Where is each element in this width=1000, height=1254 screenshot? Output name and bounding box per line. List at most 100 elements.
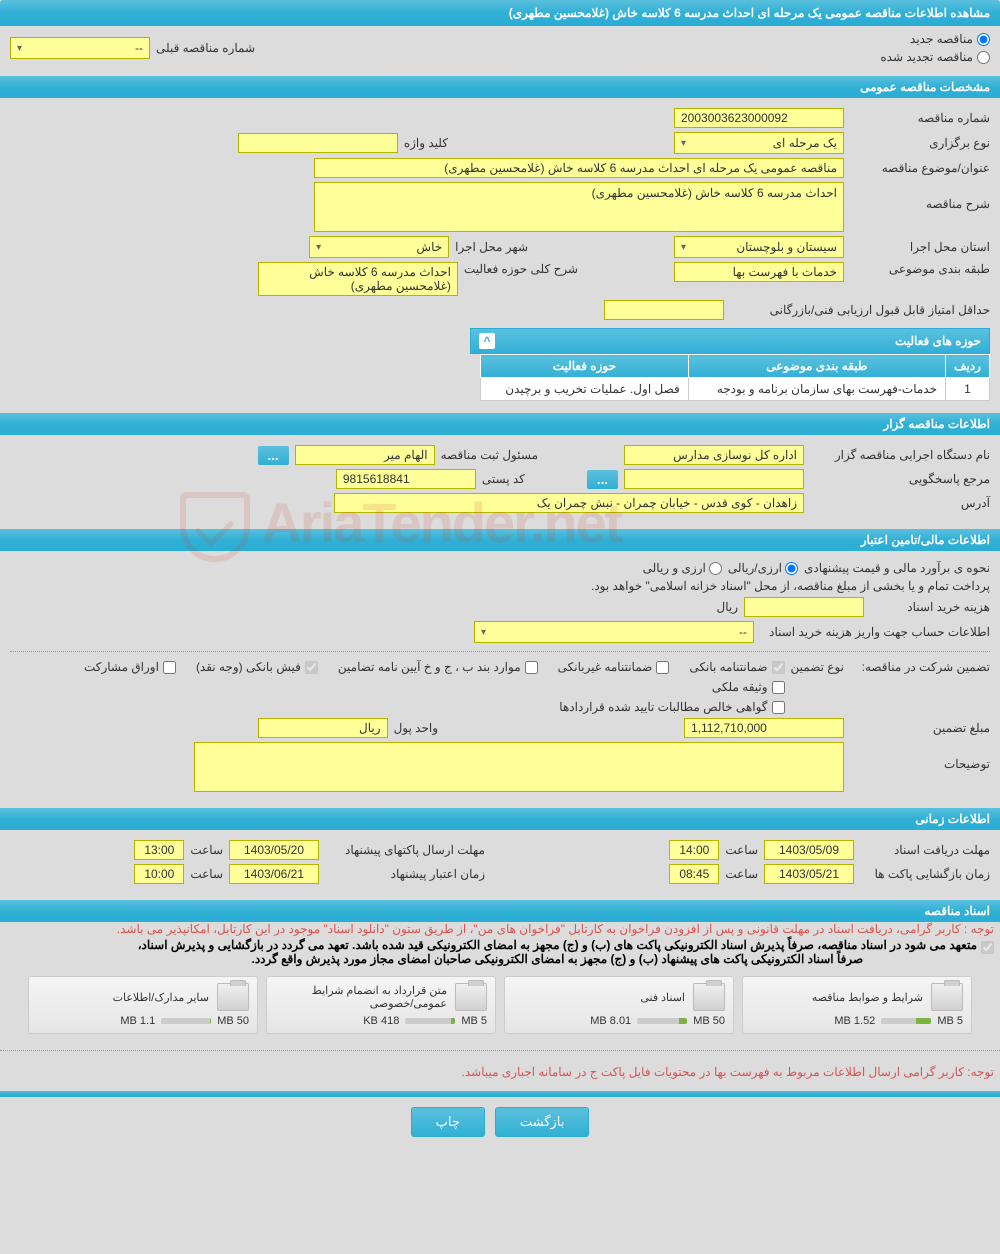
city-select[interactable]: خاش▾ xyxy=(309,236,449,258)
chk-bonds[interactable]: اوراق مشارکت xyxy=(84,660,176,674)
chevron-down-icon: ▾ xyxy=(17,43,22,54)
folder-icon xyxy=(217,983,249,1011)
province-select[interactable]: سیستان و بلوچستان▾ xyxy=(674,236,844,258)
section-organizer: اطلاعات مناقصه گزار xyxy=(0,413,1000,435)
back-button[interactable]: بازگشت xyxy=(495,1107,589,1137)
submit-time: 13:00 xyxy=(134,840,184,860)
valid-label: زمان اعتبار پیشنهاد xyxy=(325,867,485,881)
valid-time-label: ساعت xyxy=(190,867,223,881)
table-row: 1خدمات-فهرست بهای سازمان برنامه و بودجهف… xyxy=(481,378,990,401)
registrar-label: مسئول ثبت مناقصه xyxy=(441,448,538,462)
file-progress xyxy=(637,1018,687,1024)
file-box[interactable]: شرایط و ضوابط مناقصه 5 MB 1.52 MB xyxy=(742,976,972,1034)
subject-input[interactable]: مناقصه عمومی یک مرحله ای احداث مدرسه 6 ک… xyxy=(314,158,844,178)
docs-notice3: توجه: کاربر گرامی ارسال اطلاعات مربوط به… xyxy=(0,1059,1000,1085)
keyword-input[interactable] xyxy=(238,133,398,153)
address-label: آدرس xyxy=(810,496,990,510)
contact-value xyxy=(624,469,804,489)
radio-both[interactable]: ارزی و ریالی xyxy=(643,561,722,575)
submit-time-label: ساعت xyxy=(190,843,223,857)
file-box[interactable]: اسناد فنی 50 MB 8.01 MB xyxy=(504,976,734,1034)
file-used: 1.52 MB xyxy=(834,1015,875,1027)
class-label: طبقه بندی موضوعی xyxy=(850,262,990,276)
postcode-label: کد پستی xyxy=(482,472,525,486)
open-time-label: ساعت xyxy=(725,867,758,881)
chevron-down-icon: ▾ xyxy=(681,242,686,253)
doc-cost-label: هزینه خرید اسناد xyxy=(870,600,990,614)
radio-new[interactable]: مناقصه جدید xyxy=(880,32,990,46)
prev-number-select[interactable]: --▾ xyxy=(10,37,150,59)
open-date: 1403/05/21 xyxy=(764,864,854,884)
chk-nonbank-guarantee[interactable]: ضمانتنامه غیربانکی xyxy=(558,660,670,674)
amount-label: مبلغ تضمین xyxy=(850,721,990,735)
file-total: 5 MB xyxy=(937,1015,963,1027)
folder-icon xyxy=(693,983,725,1011)
print-button[interactable]: چاپ xyxy=(411,1107,485,1137)
receive-time: 14:00 xyxy=(669,840,719,860)
more-button[interactable]: ... xyxy=(258,446,289,465)
file-total: 5 MB xyxy=(461,1015,487,1027)
deposit-account-select[interactable]: --▾ xyxy=(474,621,754,643)
file-title: شرایط و ضوابط مناقصه xyxy=(751,991,923,1004)
scope-value: احداث مدرسه 6 کلاسه خاش (غلامحسین مطهری) xyxy=(258,262,458,296)
notes-label: توضیحات xyxy=(850,742,990,771)
chevron-down-icon: ▾ xyxy=(316,242,321,253)
notes-textarea[interactable] xyxy=(194,742,844,792)
type-select[interactable]: یک مرحله ای▾ xyxy=(674,132,844,154)
type-label: نوع برگزاری xyxy=(850,136,990,150)
col-row: ردیف xyxy=(946,355,990,378)
col-class: طبقه بندی موضوعی xyxy=(688,355,945,378)
activity-header: حوزه های فعالیت ^ xyxy=(470,328,990,354)
files-grid: شرایط و ضوابط مناقصه 5 MB 1.52 MB اسناد … xyxy=(0,968,1000,1042)
separator xyxy=(10,651,990,652)
min-score-label: حداقل امتیاز قابل قبول ارزیابی فنی/بازرگ… xyxy=(730,303,990,317)
chk-bank-guarantee[interactable]: ضمانتنامه بانکی xyxy=(689,660,784,674)
docs-notice2b: صرفاً اسناد الکترونیکی پاکت های پیشنهاد … xyxy=(138,952,977,966)
file-progress xyxy=(161,1018,211,1024)
file-used: 8.01 MB xyxy=(590,1015,631,1027)
address-value: زاهدان - کوی قدس - خیابان چمران - نبش چم… xyxy=(334,493,804,513)
chk-items[interactable]: موارد بند ب ، ج و خ آیین نامه تضامین xyxy=(338,660,538,674)
file-progress xyxy=(881,1018,931,1024)
keyword-label: کلید واژه xyxy=(404,136,448,150)
subject-label: عنوان/موضوع مناقصه xyxy=(850,161,990,175)
folder-icon xyxy=(455,983,487,1011)
valid-time: 10:00 xyxy=(134,864,184,884)
separator xyxy=(0,1050,1000,1051)
contact-more-button[interactable]: ... xyxy=(587,470,618,489)
receive-label: مهلت دریافت اسناد xyxy=(860,843,990,857)
radio-rial[interactable]: ارزی/ریالی xyxy=(728,561,798,575)
file-box[interactable]: متن قرارداد به انضمام شرایط عمومی/خصوصی … xyxy=(266,976,496,1034)
tender-no-value: 2003003623000092 xyxy=(674,108,844,128)
min-score-input[interactable] xyxy=(604,300,724,320)
section-financial: اطلاعات مالی/تامین اعتبار xyxy=(0,529,1000,551)
file-total: 50 MB xyxy=(217,1015,249,1027)
desc-label: شرح مناقصه xyxy=(850,182,990,211)
file-title: اسناد فنی xyxy=(513,991,685,1004)
chk-cash[interactable]: فیش بانکی (وجه نقد) xyxy=(196,660,318,674)
scope-label: شرح کلی حوزه فعالیت xyxy=(464,262,578,276)
deposit-account-label: اطلاعات حساب جهت واریز هزینه خرید اسناد xyxy=(760,625,990,639)
open-label: زمان بازگشایی پاکت ها xyxy=(860,867,990,881)
desc-textarea[interactable]: احداث مدرسه 6 کلاسه خاش (غلامحسین مطهری) xyxy=(314,182,844,232)
chk-cert[interactable]: گواهی خالص مطالبات تایید شده قراردادها xyxy=(10,700,785,714)
tender-no-label: شماره مناقصه xyxy=(850,111,990,125)
financial-note: پرداخت تمام و یا بخشی از مبلغ مناقصه، از… xyxy=(591,579,990,593)
file-box[interactable]: سایر مدارک/اطلاعات 50 MB 1.1 MB xyxy=(28,976,258,1034)
radio-renewed[interactable]: مناقصه تجدید شده xyxy=(880,50,990,64)
org-name-label: نام دستگاه اجرایی مناقصه گزار xyxy=(810,448,990,462)
docs-notice2a: متعهد می شود در اسناد مناقصه، صرفاً پذیر… xyxy=(138,938,977,952)
section-time: اطلاعات زمانی xyxy=(0,808,1000,830)
est-label: نحوه ی برآورد مالی و قیمت پیشنهادی xyxy=(804,561,990,575)
receive-date: 1403/05/09 xyxy=(764,840,854,860)
file-title: سایر مدارک/اطلاعات xyxy=(37,991,209,1004)
page-title: مشاهده اطلاعات مناقصه عمومی یک مرحله ای … xyxy=(0,0,1000,26)
section-documents: اسناد مناقصه xyxy=(0,900,1000,922)
file-total: 50 MB xyxy=(693,1015,725,1027)
collapse-icon[interactable]: ^ xyxy=(479,333,495,349)
chk-property[interactable]: وثیقه ملکی xyxy=(712,680,785,694)
registrar-value: الهام میر xyxy=(295,445,435,465)
file-used: 418 KB xyxy=(363,1015,399,1027)
submit-date: 1403/05/20 xyxy=(229,840,319,860)
doc-cost-input[interactable] xyxy=(744,597,864,617)
